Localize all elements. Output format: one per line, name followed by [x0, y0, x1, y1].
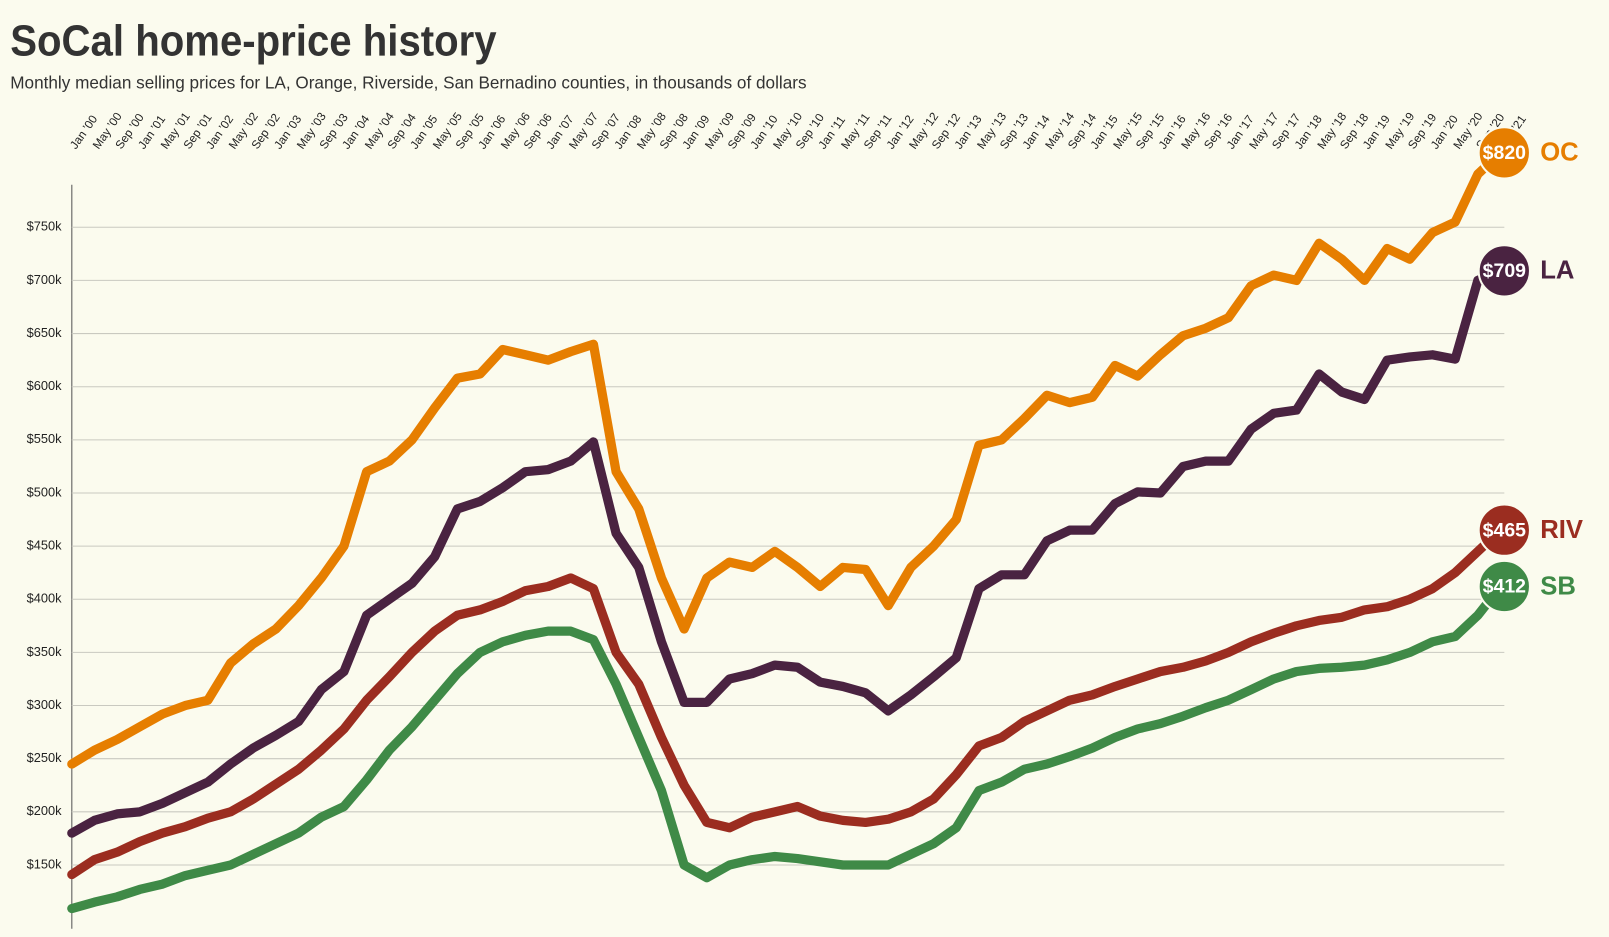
end-value-label: $709 — [1483, 260, 1527, 282]
end-marker — [1477, 126, 1532, 180]
end-marker — [1477, 244, 1532, 298]
y-tick-label: $600k — [27, 378, 63, 393]
series-name: SB — [1540, 572, 1576, 600]
chart-title: SoCal home-price history — [10, 17, 496, 65]
y-tick-label: $150k — [27, 856, 63, 871]
y-tick-label: $550k — [27, 431, 63, 446]
series-line — [67, 148, 1506, 769]
y-tick-label: $500k — [27, 484, 63, 499]
y-tick-label: $650k — [27, 325, 63, 340]
series-name: OC — [1540, 139, 1578, 167]
series-line — [67, 266, 1506, 838]
chart-subtitle: Monthly median selling prices for LA, Or… — [10, 72, 807, 92]
end-marker — [1477, 503, 1532, 557]
y-tick-label: $400k — [27, 591, 63, 606]
y-tick-label: $250k — [27, 750, 63, 765]
end-value-label: $465 — [1483, 519, 1527, 541]
series-line — [67, 525, 1506, 880]
y-tick-label: $300k — [27, 697, 63, 712]
end-value-label: $412 — [1483, 576, 1527, 598]
series-line — [67, 581, 1506, 914]
end-marker — [1477, 559, 1532, 614]
y-tick-label: $700k — [27, 272, 63, 287]
end-value-label: $820 — [1483, 142, 1527, 164]
y-tick-label: $450k — [27, 538, 63, 553]
series-name: RIV — [1540, 516, 1583, 544]
y-tick-label: $200k — [27, 803, 63, 818]
series-name: LA — [1540, 257, 1574, 285]
y-tick-label: $350k — [27, 644, 63, 659]
y-tick-label: $750k — [27, 219, 63, 234]
